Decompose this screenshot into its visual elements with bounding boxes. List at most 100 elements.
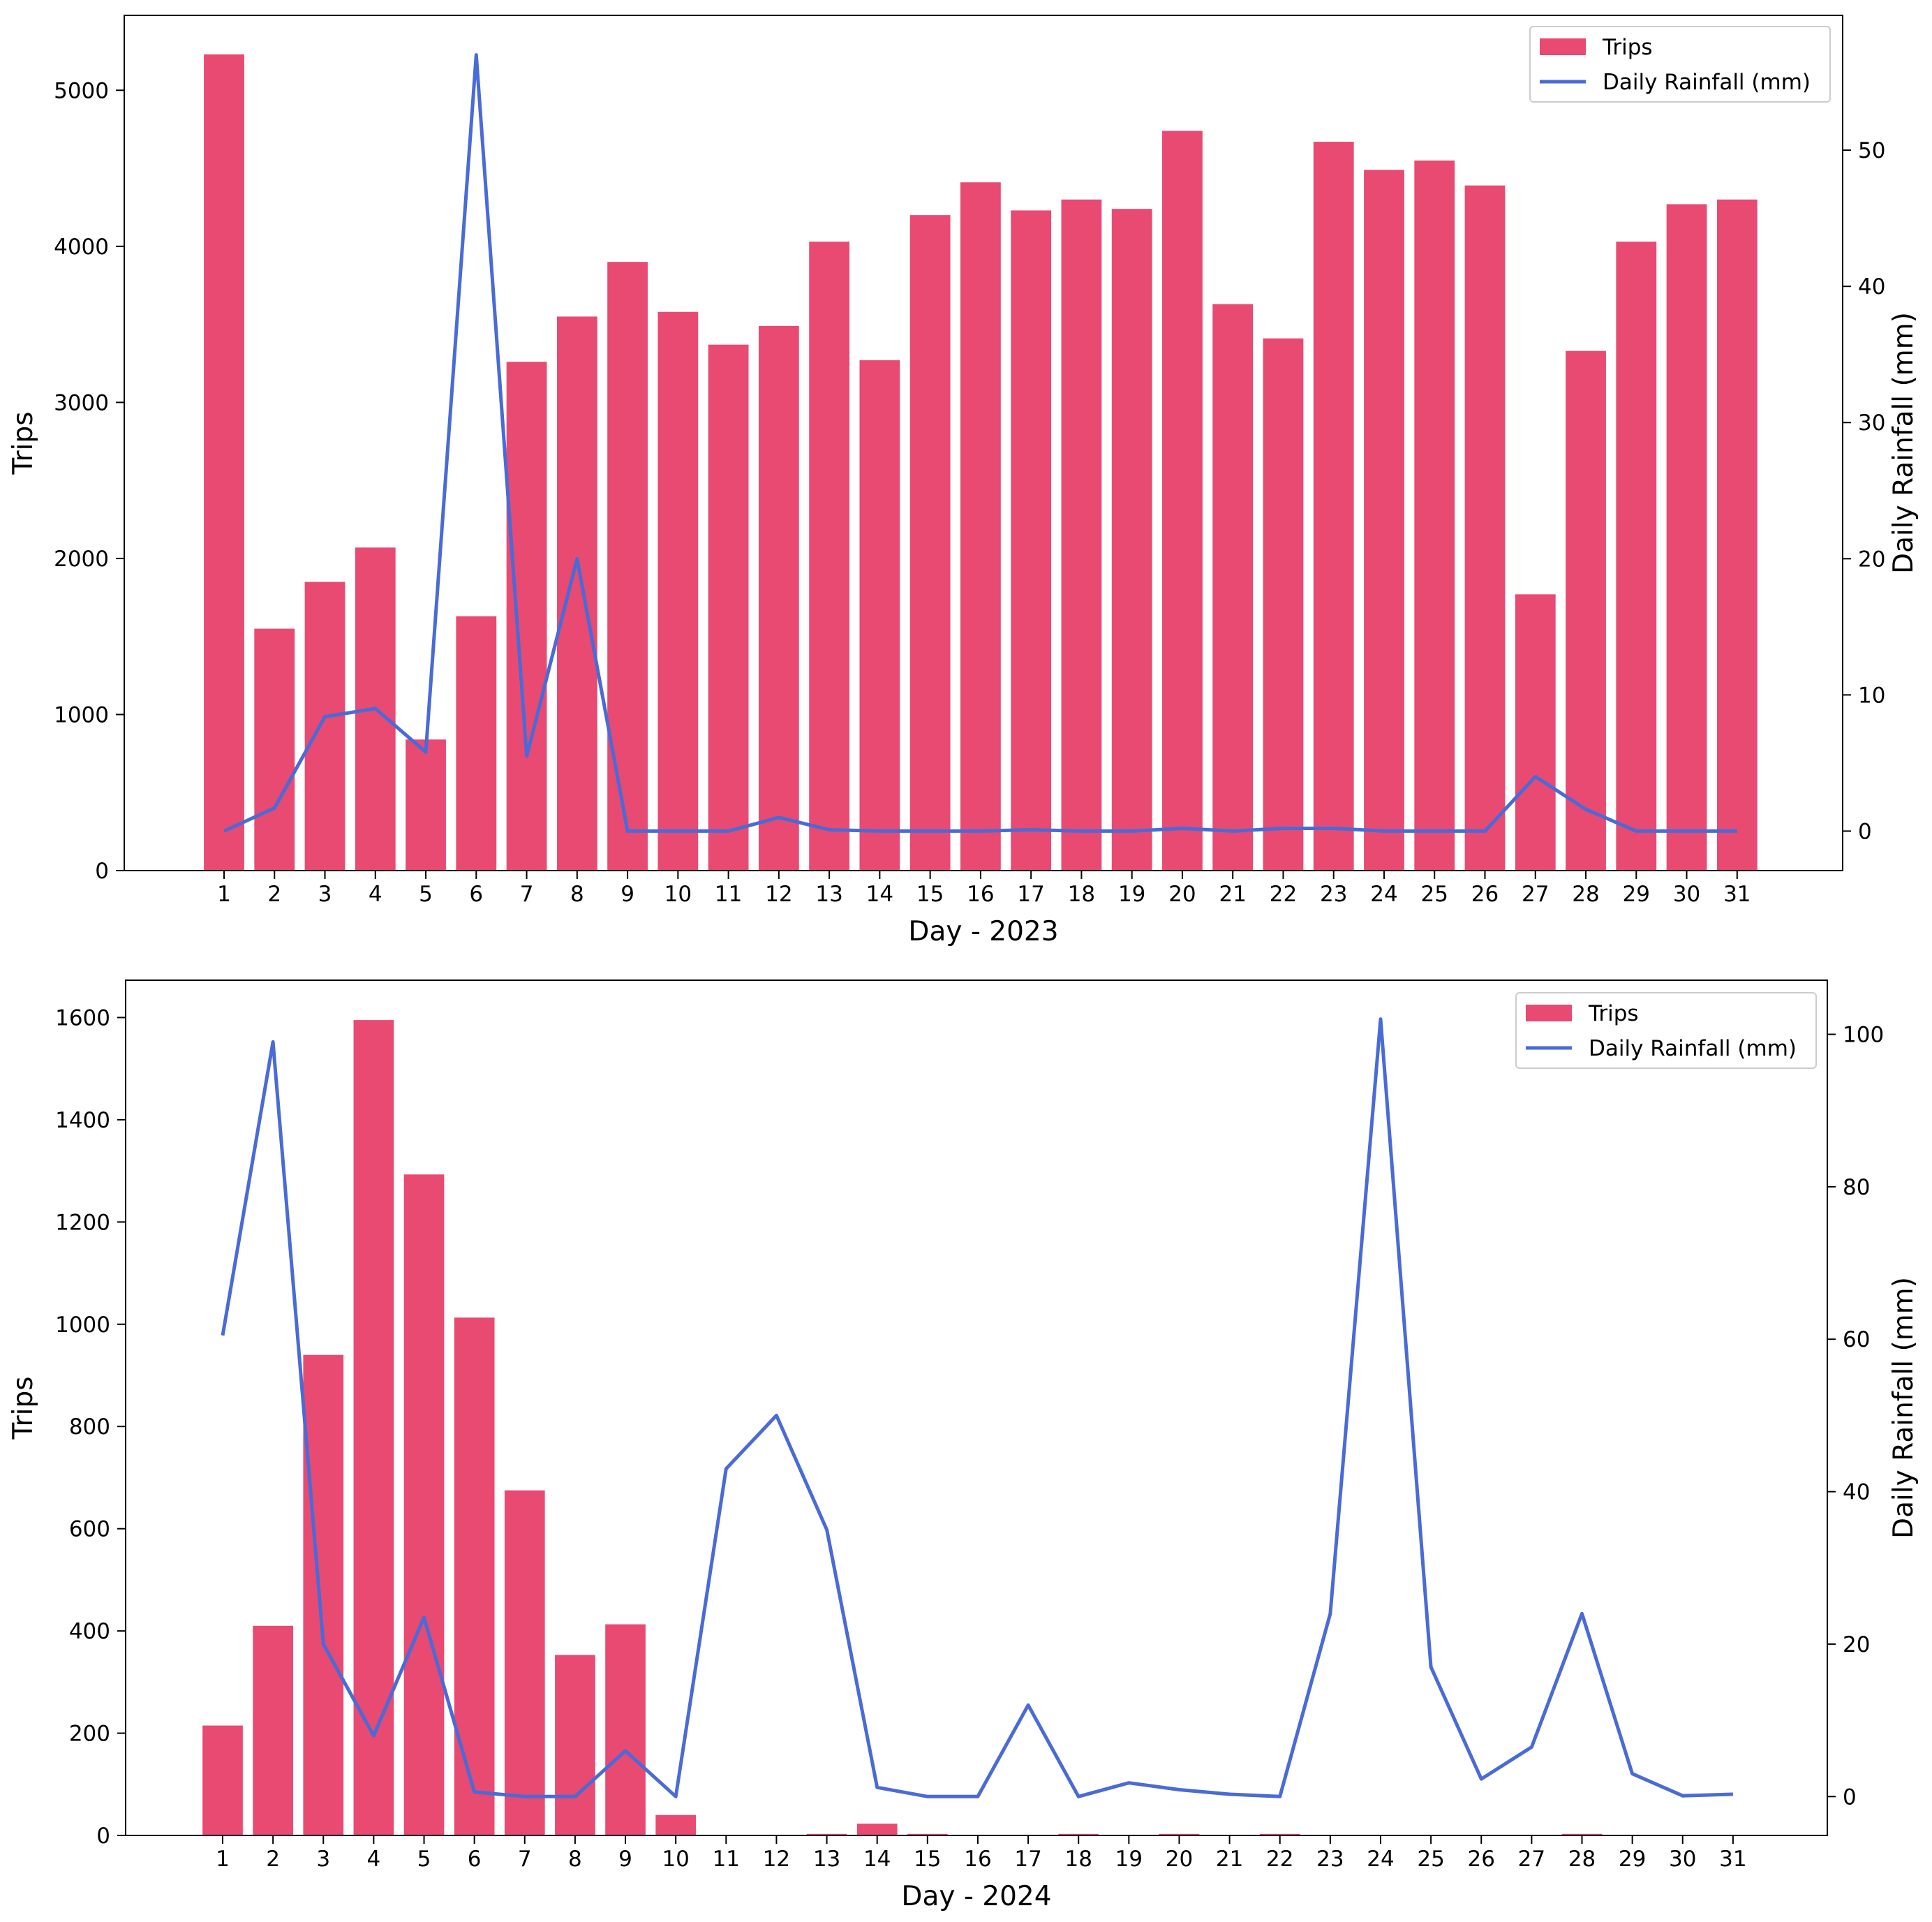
x-axis-label: Day - 2023	[908, 916, 1058, 947]
bar-trips-day-6	[454, 1317, 495, 1835]
legend-box	[1529, 26, 1831, 103]
y-ticks-right: 0 10 20 30 40 50	[1843, 138, 1885, 844]
x-tick-label: 26	[1468, 1847, 1495, 1872]
x-tick-label: 12	[763, 1847, 790, 1872]
x-tick-label: 2	[267, 882, 281, 907]
x-tick-label: 23	[1316, 1847, 1344, 1872]
x-tick-label: 9	[621, 882, 634, 907]
chart-2024: 1 2 3 4 5 6 7 8 9 10 11 12 13 14 15 16 17 18 19 20 21 22 23 24 2…	[8, 980, 1919, 1912]
bar-trips-day-15	[909, 215, 951, 871]
x-tick-label: 29	[1619, 1847, 1646, 1872]
x-tick-label: 18	[1064, 1847, 1092, 1872]
y-ticks-left: 0 200 400 600 800 1000 1200 1400 1600	[55, 1005, 126, 1849]
x-ticks: 1 2 3 4 5 6 7 8 9 10 11 12 13 14 15 16 17 18 19 20 21 22 23 24 2…	[216, 1835, 1747, 1872]
bar-trips-day-14	[856, 1824, 898, 1835]
y-tick-label-left: 800	[69, 1414, 110, 1440]
y-tick-label-left: 1000	[54, 702, 109, 727]
legend: Trips Daily Rainfall (mm)	[1529, 26, 1831, 103]
bar-trips-day-24	[1364, 170, 1404, 871]
x-tick-label: 12	[765, 882, 792, 907]
x-tick-label: 28	[1568, 1847, 1596, 1872]
x-tick-label: 25	[1421, 882, 1448, 907]
x-tick-label: 29	[1623, 882, 1650, 907]
bar-trips-day-20	[1159, 1833, 1200, 1835]
bar-trips-day-7	[504, 1490, 545, 1835]
x-tick-label: 9	[618, 1847, 632, 1872]
x-tick-label: 24	[1367, 1847, 1394, 1872]
x-tick-label: 3	[318, 882, 332, 907]
legend-swatch-trips	[1526, 1005, 1572, 1021]
x-tick-label: 10	[664, 882, 692, 907]
bar-trips-day-1	[204, 54, 244, 871]
legend-label-rainfall: Daily Rainfall (mm)	[1589, 1036, 1797, 1061]
y-ticks-right: 0 20 40 60 80 100	[1827, 1023, 1884, 1810]
y-tick-label-left: 1200	[55, 1210, 110, 1235]
y-tick-label-right: 40	[1843, 1480, 1870, 1505]
x-tick-label: 13	[815, 882, 842, 907]
y-tick-label-left: 2000	[54, 547, 109, 572]
y-axis-label-left: Trips	[8, 411, 39, 475]
bar-trips-day-20	[1162, 131, 1203, 871]
x-tick-label: 4	[367, 1847, 381, 1872]
x-tick-label: 2	[266, 1847, 280, 1872]
y-tick-label-right: 10	[1858, 683, 1885, 708]
y-tick-label-right: 0	[1858, 819, 1872, 844]
y-tick-label-left: 200	[69, 1722, 110, 1747]
x-tick-label: 18	[1068, 882, 1095, 907]
bar-trips-day-8	[556, 316, 597, 871]
bar-trips-day-13	[806, 1833, 847, 1835]
x-tick-label: 14	[863, 1847, 891, 1872]
x-tick-label: 31	[1719, 1847, 1746, 1872]
x-tick-label: 4	[369, 882, 382, 907]
x-tick-label: 23	[1320, 882, 1347, 907]
x-tick-label: 17	[1017, 882, 1044, 907]
bar-trips-day-12	[758, 325, 799, 871]
x-tick-label: 22	[1266, 1847, 1293, 1872]
bar-trips-day-21	[1212, 304, 1254, 871]
bar-trips-day-5	[403, 1174, 445, 1835]
bar-trips-day-2	[254, 628, 295, 871]
trips-bars	[202, 1020, 1603, 1835]
bar-trips-day-22	[1263, 338, 1304, 871]
rainfall-line	[223, 53, 1737, 833]
legend: Trips Daily Rainfall (mm)	[1515, 992, 1817, 1069]
y-tick-label-left: 1600	[55, 1005, 110, 1030]
x-tick-label: 26	[1471, 882, 1499, 907]
legend-swatch-trips	[1540, 38, 1586, 55]
y-tick-label-left: 3000	[54, 390, 109, 415]
x-tick-label: 10	[662, 1847, 689, 1872]
bar-trips-day-7	[506, 362, 547, 871]
x-tick-label: 30	[1669, 1847, 1696, 1872]
x-tick-label: 8	[568, 1847, 582, 1872]
bar-trips-day-1	[202, 1725, 243, 1835]
x-tick-label: 13	[813, 1847, 840, 1872]
x-tick-label: 27	[1522, 882, 1549, 907]
y-axis-label-right: Daily Rainfall (mm)	[1888, 1277, 1919, 1539]
bar-trips-day-27	[1515, 594, 1556, 871]
bar-trips-day-29	[1616, 242, 1657, 871]
y-tick-label-left: 1400	[55, 1108, 110, 1133]
y-tick-label-left: 0	[96, 1824, 110, 1849]
bar-trips-day-5	[406, 739, 446, 871]
y-tick-label-right: 40	[1858, 274, 1885, 300]
bar-trips-day-11	[708, 344, 749, 871]
legend-box	[1515, 992, 1817, 1069]
y-tick-label-right: 20	[1858, 547, 1885, 572]
bar-trips-day-9	[607, 262, 648, 871]
legend-label-trips: Trips	[1588, 1001, 1639, 1026]
bar-trips-day-25	[1414, 160, 1455, 871]
x-tick-label: 19	[1118, 882, 1145, 907]
legend-label-rainfall: Daily Rainfall (mm)	[1603, 70, 1811, 95]
x-tick-label: 6	[469, 882, 483, 907]
y-tick-label-right: 60	[1843, 1327, 1870, 1352]
x-tick-label: 20	[1166, 1847, 1193, 1872]
x-tick-label: 11	[715, 882, 742, 907]
rainfall-line	[221, 1017, 1733, 1798]
x-tick-label: 7	[518, 1847, 532, 1872]
x-axis-label: Day - 2024	[901, 1881, 1051, 1912]
x-tick-label: 20	[1168, 882, 1196, 907]
bar-trips-day-10	[655, 1814, 697, 1835]
x-tick-label: 15	[914, 1847, 941, 1872]
x-tick-label: 28	[1572, 882, 1599, 907]
